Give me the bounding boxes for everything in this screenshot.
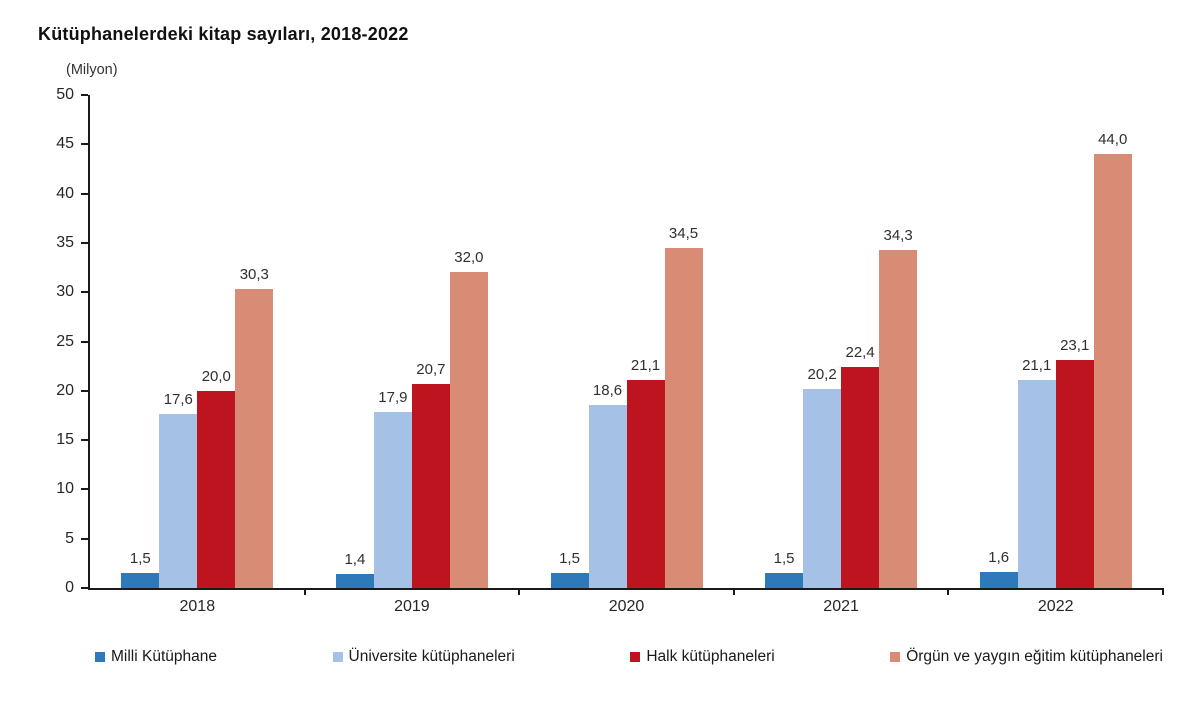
legend-label: Milli Kütüphane xyxy=(111,648,217,665)
legend-marker-icon xyxy=(95,652,105,662)
bar-value-label: 21,1 xyxy=(1022,357,1052,374)
x-axis-label: 2019 xyxy=(394,598,430,615)
bar-value-label: 17,9 xyxy=(378,389,408,406)
x-axis-tick xyxy=(303,588,306,595)
y-axis-line xyxy=(88,95,90,590)
y-axis-tick xyxy=(81,587,88,589)
bar-value-label: 30,3 xyxy=(239,266,269,283)
y-axis-label: 10 xyxy=(56,480,74,498)
bar-2-2019 xyxy=(373,412,412,588)
bar-1-2018 xyxy=(121,573,160,588)
bar-value-label: 20,0 xyxy=(201,368,231,385)
bar-value-label: 1,4 xyxy=(344,551,366,568)
y-axis-label: 15 xyxy=(56,431,74,449)
legend-marker-icon xyxy=(890,652,901,662)
legend-label: Üniversite kütüphaneleri xyxy=(348,648,515,665)
y-axis-label: 50 xyxy=(56,86,74,103)
x-axis-line xyxy=(88,588,1163,590)
plot-area: 0 5 10 15 20 25 30 35 40 45 50 1,5 17,6 20,0 30,3 2018 1… xyxy=(56,87,1164,615)
legend: Milli Kütüphane Üniversite kütüphaneleri H… xyxy=(95,648,1163,666)
bar-value-label: 23,1 xyxy=(1060,337,1090,354)
bar-4-2022 xyxy=(1093,154,1132,588)
bar-4-2020 xyxy=(664,248,703,588)
y-axis-tick xyxy=(81,389,88,392)
bar-2-2018 xyxy=(159,414,198,588)
bar-3-2022 xyxy=(1055,360,1094,588)
legend-item-1: Milli Kütüphane xyxy=(95,648,217,666)
bar-value-label: 22,4 xyxy=(845,344,875,361)
bar-2-2020 xyxy=(588,405,627,588)
bar-3-2018 xyxy=(197,391,236,588)
bar-value-label: 34,3 xyxy=(883,227,913,244)
y-axis-label: 0 xyxy=(65,579,74,596)
bar-3-2020 xyxy=(626,380,665,588)
bar-1-2022 xyxy=(979,572,1018,588)
x-axis-label: 2020 xyxy=(608,598,645,615)
bar-value-label: 34,5 xyxy=(668,225,699,242)
bar-3-2021 xyxy=(841,367,880,588)
y-axis-tick xyxy=(81,143,88,146)
bar-value-label: 44,0 xyxy=(1098,131,1128,148)
bar-1-2021 xyxy=(765,573,804,588)
bar-2-2022 xyxy=(1017,380,1056,588)
bar-value-label: 20,2 xyxy=(807,366,837,383)
legend-label: Örgün ve yaygın eğitim kütüphaneleri xyxy=(906,648,1163,665)
y-axis-tick xyxy=(81,537,88,540)
bar-value-label: 17,6 xyxy=(163,391,193,408)
bar-value-label: 1,6 xyxy=(988,549,1010,566)
bar-value-label: 1,5 xyxy=(773,550,795,567)
bar-4-2021 xyxy=(879,250,918,588)
legend-marker-icon xyxy=(332,652,343,662)
bar-4-2019 xyxy=(449,272,488,588)
y-axis-label: 20 xyxy=(56,381,74,399)
x-axis-label: 2021 xyxy=(823,598,859,615)
bar-1-2019 xyxy=(335,574,374,588)
legend-item-4: Örgün ve yaygın eğitim kütüphaneleri xyxy=(890,648,1163,666)
x-axis-tick xyxy=(518,588,521,595)
legend-marker-icon xyxy=(630,652,641,662)
bar-1-2020 xyxy=(550,573,589,588)
legend-item-2: Üniversite kütüphaneleri xyxy=(332,648,515,666)
y-axis-tick xyxy=(81,340,88,343)
bar-value-label: 21,1 xyxy=(630,357,661,374)
x-axis-tick xyxy=(947,588,950,595)
x-axis-label: 2022 xyxy=(1037,598,1074,615)
y-axis-label: 25 xyxy=(56,332,74,350)
bar-value-label: 1,5 xyxy=(559,550,580,567)
x-axis-tick xyxy=(1162,588,1164,595)
bar-value-label: 18,6 xyxy=(592,382,623,399)
bar-4-2018 xyxy=(235,289,274,588)
x-axis-tick xyxy=(732,588,735,595)
bar-2-2021 xyxy=(803,389,842,588)
legend-item-3: Halk kütüphaneleri xyxy=(630,648,775,666)
y-axis-label: 45 xyxy=(56,135,74,153)
y-axis-label: 5 xyxy=(65,529,74,547)
bar-value-label: 32,0 xyxy=(454,249,484,266)
y-axis-tick xyxy=(81,192,88,195)
y-axis-tick xyxy=(81,488,88,491)
y-axis-label: 40 xyxy=(56,184,74,202)
y-axis-label: 30 xyxy=(56,283,74,301)
bar-3-2019 xyxy=(411,384,450,588)
y-axis-unit-label: (Milyon) xyxy=(66,62,118,78)
chart-title: Kütüphanelerdeki kitap sayıları, 2018-20… xyxy=(38,24,409,44)
x-axis-label: 2018 xyxy=(179,598,216,615)
legend-label: Halk kütüphaneleri xyxy=(646,648,775,665)
y-axis-tick xyxy=(81,241,88,244)
y-axis-tick xyxy=(81,94,88,96)
bar-value-label: 20,7 xyxy=(416,361,446,378)
y-axis-label: 35 xyxy=(56,233,74,251)
bar-value-label: 1,5 xyxy=(129,550,151,567)
y-axis-tick xyxy=(81,439,88,442)
y-axis-tick xyxy=(81,291,88,294)
